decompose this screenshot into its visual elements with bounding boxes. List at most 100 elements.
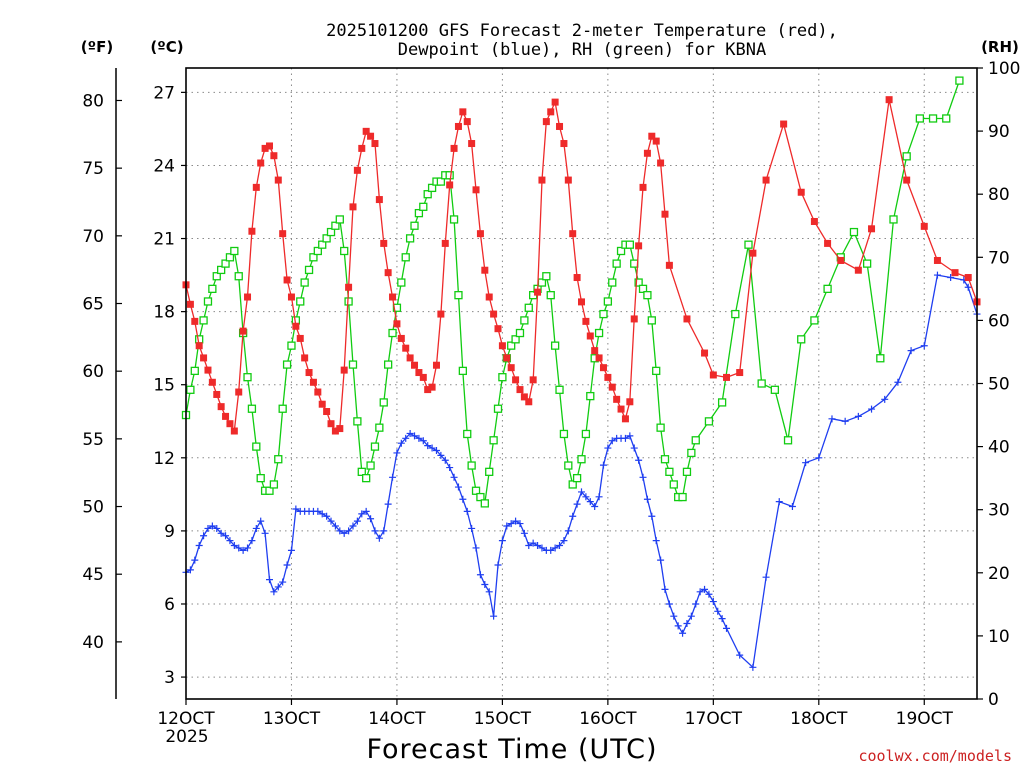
temperature-point (810, 217, 818, 225)
temperature-point (393, 320, 401, 328)
temperature-point (336, 425, 344, 433)
temperature-point (217, 403, 225, 411)
rh-point (524, 303, 533, 312)
rh-point (608, 278, 617, 287)
rh-point (247, 404, 257, 413)
dewpoint-point (635, 456, 643, 464)
dewpoint-point (406, 429, 414, 437)
dewpoint-point (512, 517, 520, 525)
temperature-point (415, 369, 423, 377)
dewpoint-point (595, 493, 603, 501)
dewpoint-point (621, 434, 629, 442)
rh-point (876, 354, 885, 363)
temperature-point (578, 298, 585, 306)
temperature-point (358, 144, 366, 152)
temperature-point (538, 176, 546, 184)
rh-tick-label: 70 (988, 248, 1010, 268)
temperature-point (903, 176, 911, 184)
temperature-point (595, 354, 603, 362)
dewpoint-point (472, 544, 480, 552)
temperature-point (837, 256, 845, 264)
temperature-point (446, 181, 454, 189)
dewpoint-point (380, 527, 388, 535)
temperature-point (248, 227, 256, 235)
rh-point (568, 480, 577, 489)
temperature-point (380, 239, 388, 247)
temperature-point (244, 293, 252, 301)
temperature-point (397, 334, 405, 342)
celsius-tick-label: 12 (153, 449, 175, 469)
dewpoint-point (222, 532, 230, 540)
rh-point (634, 278, 643, 287)
x-tick-label: 14OCT (368, 709, 426, 729)
temperature-point (371, 140, 379, 148)
rh-point (849, 227, 859, 237)
rh-point (199, 316, 208, 325)
dewpoint-point (657, 556, 665, 564)
rh-point (265, 486, 274, 495)
dewpoint-point (547, 546, 555, 554)
dewpoint-point (226, 537, 234, 545)
dewpoint-point (560, 537, 568, 545)
dewpoint-point (287, 546, 295, 554)
dewpoint-point (353, 517, 361, 525)
fahrenheit-tick-label: 50 (82, 498, 104, 518)
temperature-point (305, 369, 313, 377)
dewpoint-point (358, 510, 366, 518)
dewpoint-point (208, 522, 216, 530)
dewpoint-point (200, 532, 208, 540)
chart-title-line-2: Dewpoint (blue), RH (green) for KBNA (398, 40, 766, 60)
rh-tick-label: 0 (988, 690, 999, 710)
temperature-point (389, 293, 397, 301)
temperature-point (406, 354, 414, 362)
dewpoint-point (270, 588, 278, 596)
rh-tick-label: 80 (988, 185, 1010, 205)
plot-frame (185, 67, 978, 700)
fahrenheit-tick-label: 55 (82, 430, 104, 450)
dewpoint-point (195, 542, 203, 550)
gridlines (186, 68, 977, 699)
temperature-point (340, 366, 348, 374)
celsius-tick-label: 27 (153, 83, 175, 103)
dewpoint-point (314, 507, 322, 515)
dewpoint-point (283, 561, 291, 569)
rh-point (353, 417, 362, 426)
temperature-point (309, 378, 317, 386)
rh-point (454, 291, 463, 300)
temperature-point (257, 159, 265, 167)
temperature-point (375, 196, 383, 204)
temperature-point (468, 140, 476, 148)
rh-point (616, 246, 626, 256)
temperature-point (476, 230, 484, 238)
rh-point (379, 398, 388, 407)
temperature-point (599, 364, 607, 372)
rh-tick-label: 100 (988, 59, 1020, 79)
rh-point (955, 76, 964, 85)
temperature-point (270, 152, 278, 160)
temperature-point (582, 317, 590, 325)
fahrenheit-tick-label: 70 (82, 227, 104, 247)
rh-point (195, 335, 204, 344)
rh-point (256, 473, 265, 483)
rh-point (225, 253, 235, 262)
dewpoint-point (775, 498, 783, 506)
dewpoint-point (714, 607, 722, 615)
rh-tick-label: 40 (988, 438, 1010, 458)
dewpoint-point (815, 454, 823, 462)
dewpoint-point (692, 600, 700, 608)
rh-point (274, 455, 283, 464)
temperature-point (507, 364, 515, 372)
rh-point (594, 328, 604, 338)
fahrenheit-tick-label: 65 (82, 295, 104, 315)
dewpoint-point (213, 524, 221, 532)
dewpoint-point (375, 534, 383, 542)
celsius-axis-ticks: 3 6 9 12 15 18 21 24 27 (153, 83, 186, 688)
temperature-point (498, 342, 506, 350)
rh-point (682, 467, 692, 476)
temperature-point (331, 427, 339, 435)
dewpoint-point (881, 395, 889, 403)
temperature-point (920, 222, 928, 230)
x-axis-ticks: 12OCT 13OCT 14OCT 15OCT 16OCT 17OCT 18OCT 19OCT (157, 699, 954, 729)
rh-point (902, 152, 911, 161)
temperature-point (591, 347, 599, 355)
